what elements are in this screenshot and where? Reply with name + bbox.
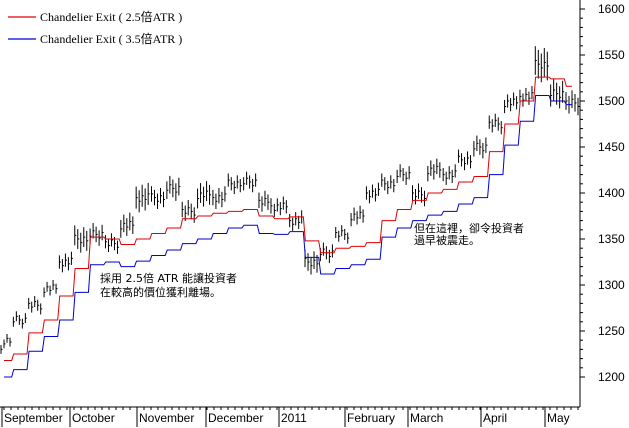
chandelier-3-5-atr-line: [4, 94, 572, 378]
y-tick-label: 1600: [598, 2, 625, 16]
y-axis: 1200 1250 1300 1350 1400 1450 1500 1550 1600: [580, 2, 625, 384]
x-tick-label: April: [483, 411, 507, 425]
annotation-1-line-2: 在較高的價位獲利離場。: [100, 285, 221, 299]
y-tick-label: 1550: [598, 48, 625, 62]
x-tick-label: December: [208, 411, 263, 425]
annotations: 採用 2.5倍 ATR 能讓投資者 在較高的價位獲利離場。 但在這裡，卻令投資者…: [100, 221, 524, 299]
x-tick-label: February: [347, 411, 395, 425]
x-tick-label: March: [410, 411, 443, 425]
x-tick-label: October: [72, 411, 115, 425]
x-axis: September October November December 2011 Febr…: [1, 407, 579, 427]
price-bars: [0, 46, 580, 354]
legend-label-blue: Chandelier Exit ( 3.5倍ATR ): [40, 31, 182, 46]
legend: Chandelier Exit ( 2.5倍ATR ) Chandelier E…: [8, 9, 182, 46]
x-tick-label: 2011: [281, 411, 307, 425]
y-tick-label: 1450: [598, 140, 625, 154]
legend-label-red: Chandelier Exit ( 2.5倍ATR ): [40, 9, 182, 24]
y-tick-label: 1250: [598, 324, 625, 338]
chandelier-2-5-atr-line: [4, 76, 572, 361]
y-tick-label: 1200: [598, 370, 625, 384]
y-tick-label: 1400: [598, 186, 625, 200]
annotation-2-line-2: 過早被震走。: [414, 234, 480, 247]
y-tick-label: 1500: [598, 94, 625, 108]
plot-frame: [0, 0, 581, 408]
annotation-2-line-1: 但在這裡，卻令投資者: [414, 221, 524, 235]
x-tick-label: November: [139, 411, 194, 425]
x-tick-label: May: [547, 411, 570, 425]
series-lines: [4, 76, 572, 378]
x-tick-label: September: [4, 411, 63, 425]
y-tick-label: 1300: [598, 278, 625, 292]
annotation-1-line-1: 採用 2.5倍 ATR 能讓投資者: [100, 271, 237, 285]
y-tick-label: 1350: [598, 232, 625, 246]
